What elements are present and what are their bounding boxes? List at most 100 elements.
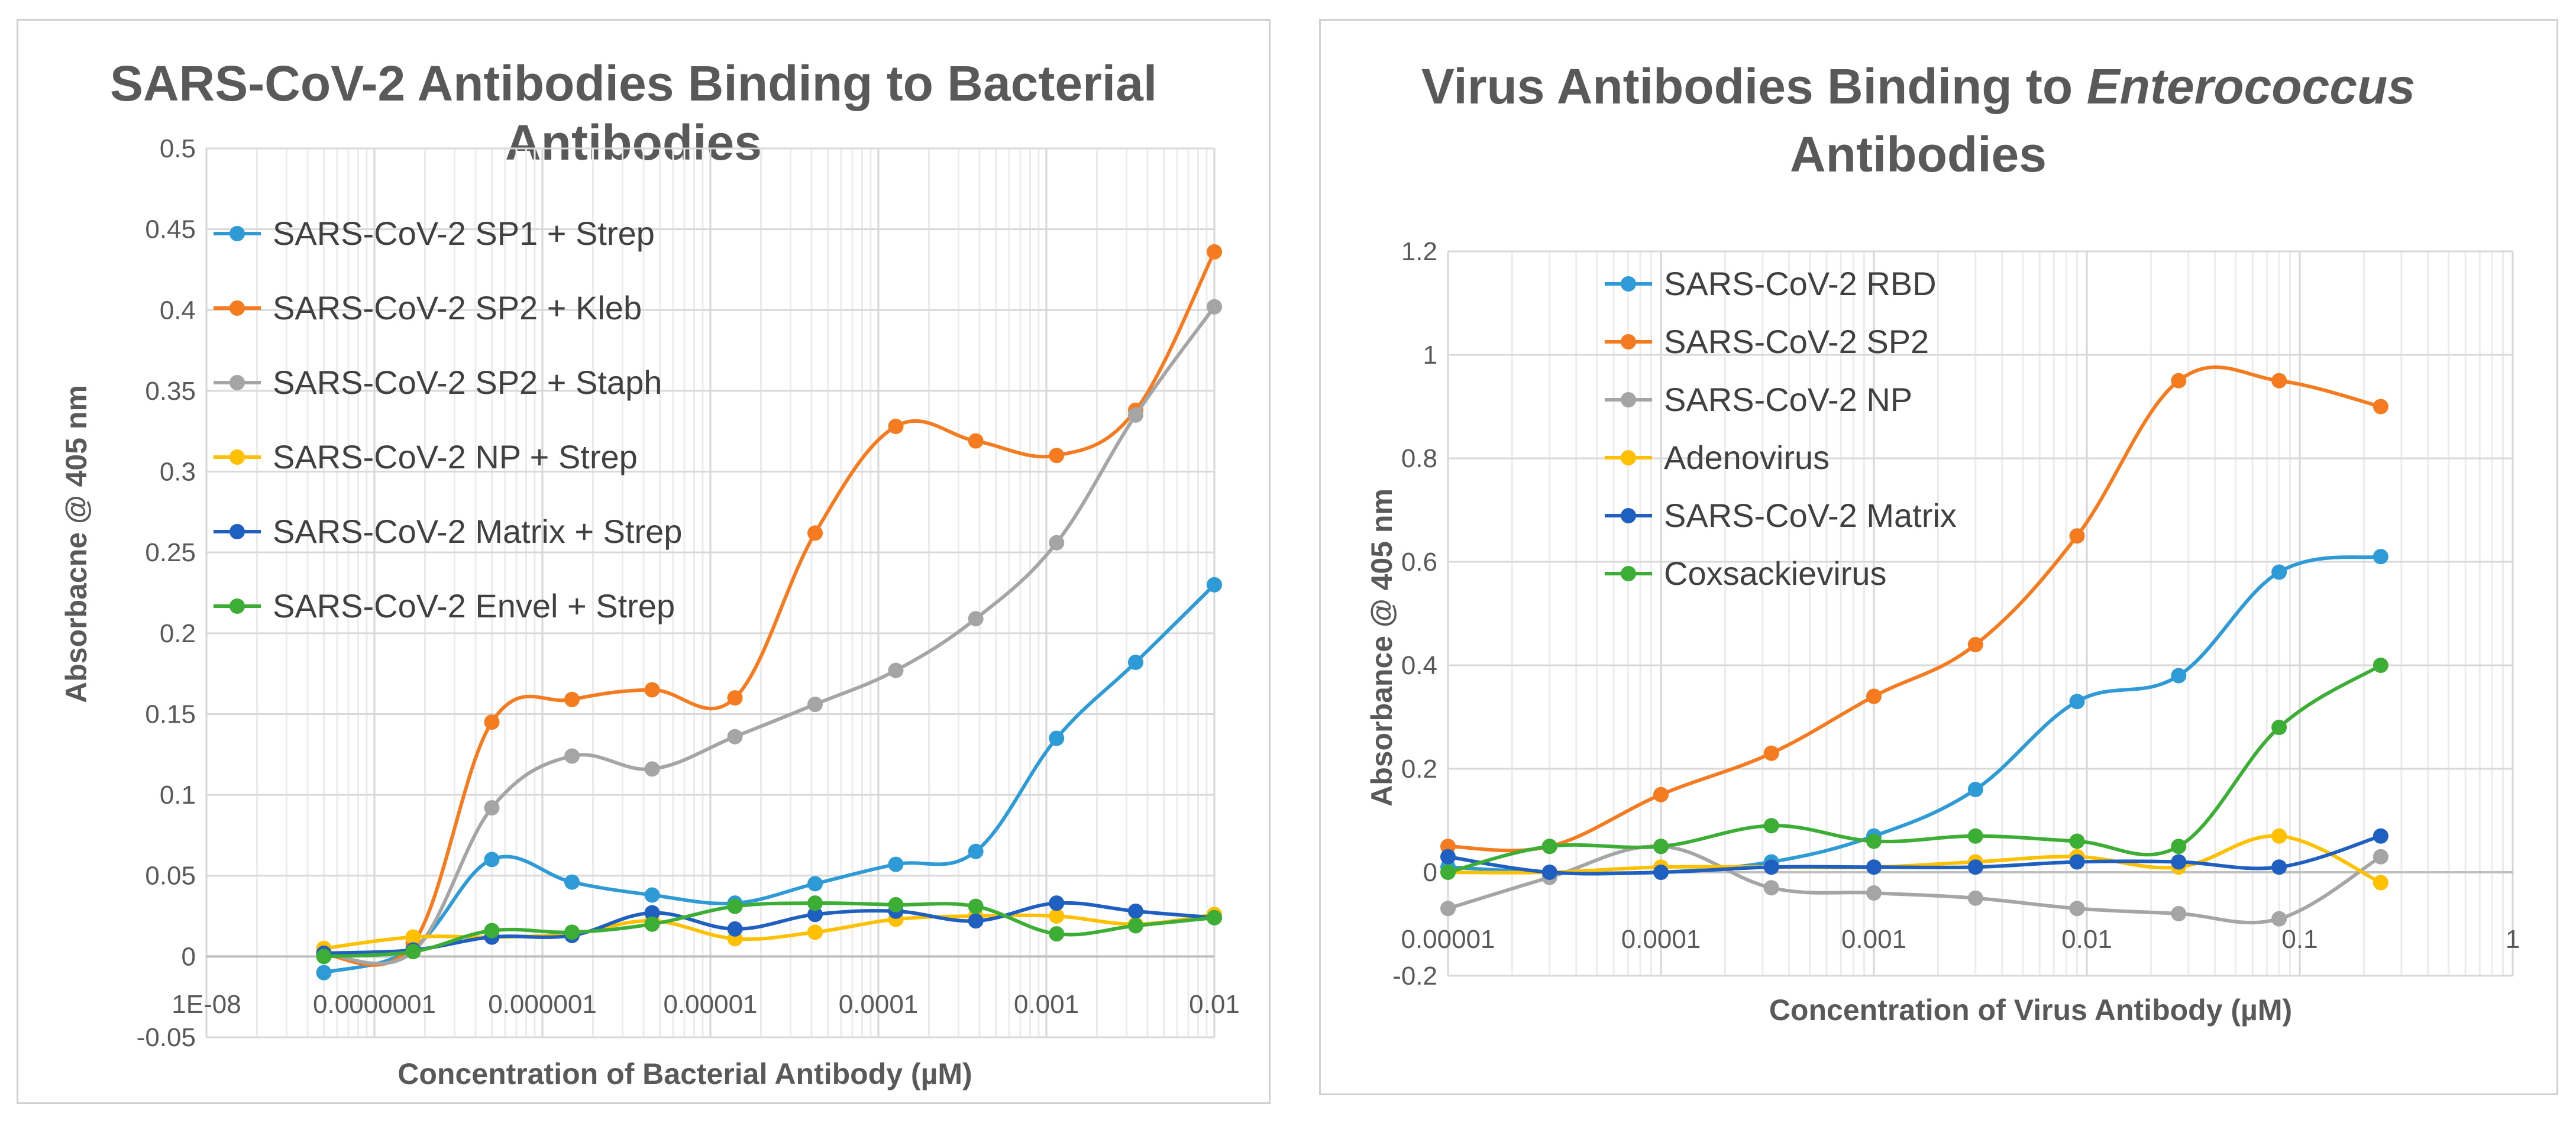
series-line [323, 583, 1216, 975]
data-point [2069, 854, 2085, 870]
data-point [644, 887, 660, 903]
series-line [1447, 664, 2382, 874]
legend-entry: SARS-CoV-2 RBD [1664, 265, 1937, 302]
data-point [2069, 528, 2085, 544]
legend-marker [230, 375, 245, 390]
data-point [2373, 549, 2388, 565]
y-tick-label: 0.4 [160, 296, 196, 325]
data-point [807, 697, 823, 713]
data-point [2069, 694, 2085, 710]
x-tick-label: 0.0001 [839, 990, 919, 1019]
data-point [2373, 849, 2388, 865]
data-point [564, 924, 580, 940]
data-point [888, 897, 904, 912]
series-5 [316, 895, 1222, 965]
series-5 [1440, 658, 2388, 880]
x-tick-labels: 0.00001 0.0001 0.001 0.01 0.1 1 [1401, 925, 2520, 954]
y-tick-label: 0.35 [145, 377, 196, 406]
x-tick-label: 0.000001 [488, 990, 597, 1019]
data-point [727, 921, 743, 937]
y-tick-label: 0.4 [1401, 651, 1437, 680]
data-point [316, 949, 332, 965]
chart-panel-virus: Virus Antibodies Binding to Enterococcus… [1319, 19, 2558, 1095]
data-point [1763, 818, 1779, 834]
data-point [807, 525, 823, 541]
x-tick-label: 0.00001 [1401, 925, 1495, 954]
data-point [968, 913, 984, 929]
x-tick-label: 0.01 [2061, 925, 2112, 954]
data-point [2171, 373, 2187, 389]
x-tick-label: 0.001 [1014, 990, 1079, 1019]
data-point [2271, 720, 2287, 735]
data-point [2069, 833, 2085, 849]
legend-entry: Coxsackievirus [1664, 555, 1887, 592]
data-point [484, 800, 500, 815]
y-tick-label: -0.05 [137, 1023, 196, 1052]
y-tick-label: 0.25 [145, 538, 196, 567]
data-point [1967, 782, 1983, 797]
data-point [2171, 854, 2187, 870]
data-point [1049, 535, 1065, 551]
data-point [2373, 658, 2388, 673]
series-0 [1440, 549, 2388, 880]
legend-entry: SARS-CoV-2 SP1 + Strep [273, 215, 655, 252]
data-point [644, 682, 660, 698]
data-point [2171, 906, 2187, 921]
data-point [2271, 859, 2287, 875]
chart-title-italic: Enterococcus [2087, 59, 2416, 114]
data-point [2171, 668, 2187, 684]
data-point [1440, 865, 1456, 880]
data-point [405, 929, 421, 945]
data-point [1049, 448, 1065, 464]
data-point [1207, 244, 1222, 260]
data-point [1967, 859, 1983, 875]
x-tick-label: 1E-08 [172, 990, 241, 1019]
data-point [1207, 910, 1222, 925]
legend-marker [230, 598, 245, 614]
data-point [807, 907, 823, 923]
data-point [968, 433, 984, 449]
data-point [2271, 828, 2287, 844]
legend-marker [1621, 392, 1636, 407]
data-point [968, 898, 984, 914]
series-line [1447, 555, 2381, 875]
data-point [1541, 865, 1557, 880]
legend-marker [1621, 508, 1636, 523]
plot-grid [205, 147, 1216, 1038]
data-point [1127, 655, 1143, 671]
data-point [644, 905, 660, 921]
data-point [1049, 730, 1065, 746]
data-point [1127, 918, 1143, 934]
y-tick-label: 0 [1423, 858, 1437, 887]
legend-marker [230, 226, 245, 241]
data-point [564, 874, 580, 890]
data-point [2373, 399, 2388, 415]
legend-entry: SARS-CoV-2 NP + Strep [273, 438, 638, 475]
legend-marker [230, 524, 245, 539]
y-tick-labels: -0.05 0 0.05 0.1 0.15 0.2 0.25 0.3 0.35 0.4 0.45 0.… [137, 134, 196, 1052]
x-tick-label: 0.0000001 [313, 990, 436, 1019]
data-point [1207, 299, 1222, 315]
data-point [807, 895, 823, 911]
data-point [968, 611, 984, 627]
x-axis-label: Concentration of Bacterial Antibody (µM) [397, 1057, 972, 1090]
y-tick-label: 0.2 [1401, 755, 1437, 784]
y-axis-label: Absorbance @ 405 nm [1365, 488, 1398, 807]
legend-entry: Adenovirus [1664, 439, 1830, 476]
data-point [2373, 875, 2388, 891]
x-axis-label: Concentration of Virus Antibody (µM) [1769, 993, 2292, 1027]
legend-entry: SARS-CoV-2 SP2 + Kleb [273, 289, 642, 326]
legend: SARS-CoV-2 RBD SARS-CoV-2 SP2 SARS-CoV-2 N… [1605, 265, 1957, 592]
data-point [1653, 839, 1669, 855]
series-1 [1440, 365, 2388, 855]
legend-marker [1621, 276, 1636, 292]
legend-entry: SARS-CoV-2 Envel + Strep [273, 587, 675, 624]
chart-title-line1: SARS-CoV-2 Antibodies Binding to Bacteri… [110, 56, 1157, 111]
series-line [1447, 834, 2381, 876]
series-4 [1440, 828, 2388, 880]
data-point [1866, 833, 1882, 849]
x-tick-label: 1 [2506, 925, 2520, 954]
y-tick-label: 0.8 [1401, 444, 1437, 473]
legend-entry: SARS-CoV-2 SP2 [1664, 323, 1929, 360]
legend-marker [1621, 450, 1636, 465]
